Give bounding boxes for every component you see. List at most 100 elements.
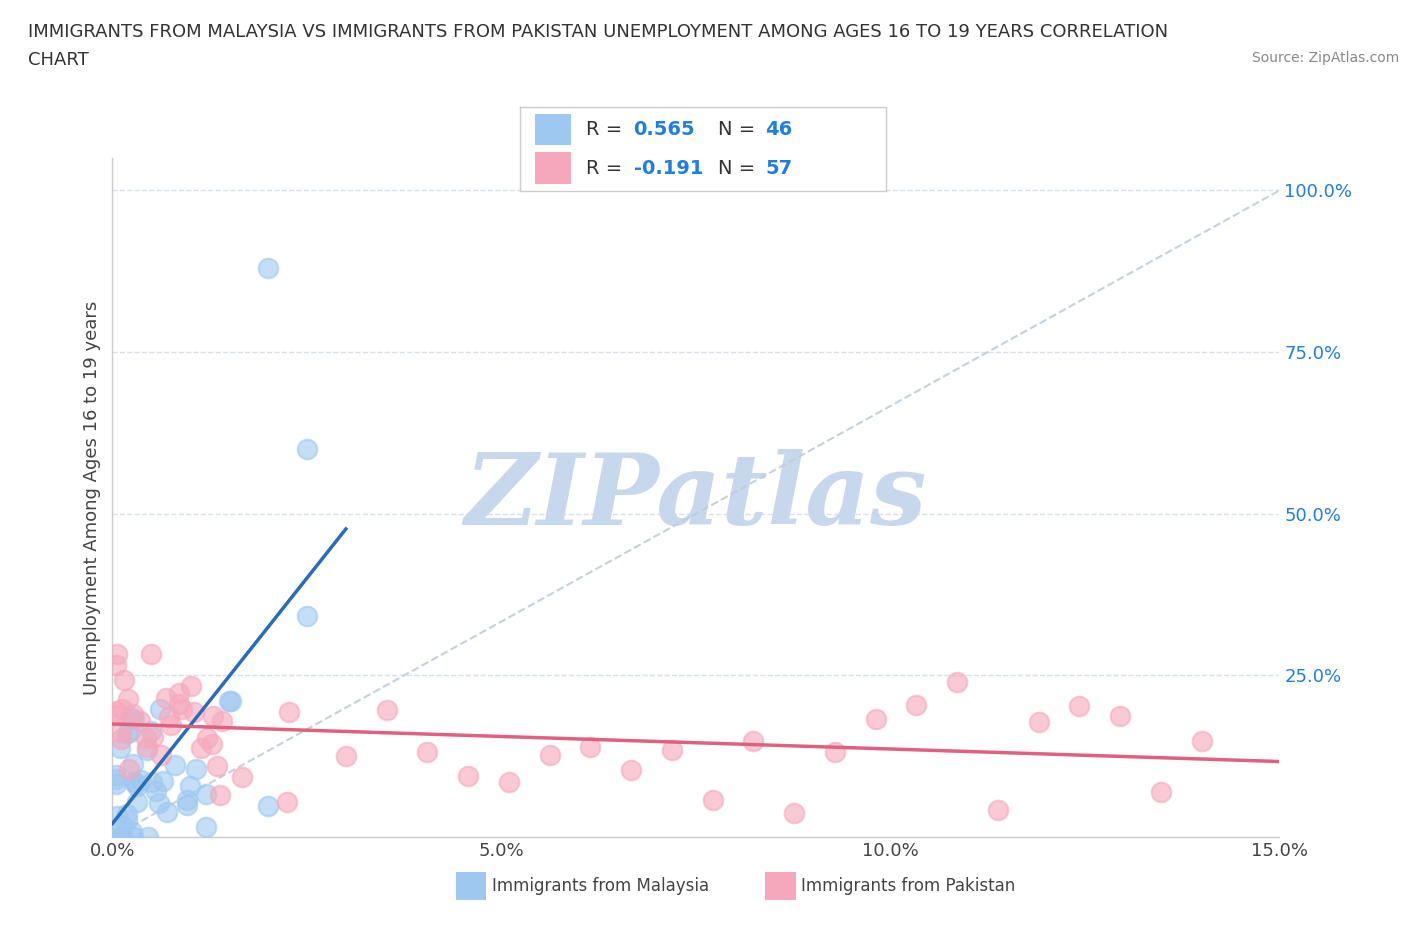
Point — [142, 730, 165, 745]
Point — [176, 798, 198, 813]
Point — [112, 830, 135, 844]
Point — [211, 713, 233, 728]
Point — [105, 707, 128, 722]
Point — [172, 701, 194, 716]
Text: CHART: CHART — [28, 51, 89, 69]
Point — [117, 807, 139, 822]
Point — [180, 678, 202, 693]
Point — [201, 709, 224, 724]
Point — [194, 819, 217, 834]
Point — [218, 694, 240, 709]
Point — [105, 646, 128, 661]
Text: R =: R = — [586, 120, 623, 140]
Point — [110, 830, 132, 844]
Text: R =: R = — [586, 158, 623, 178]
Point — [129, 713, 152, 728]
Point — [194, 787, 217, 802]
Point — [105, 777, 128, 791]
Point — [136, 830, 159, 844]
Point — [783, 805, 806, 820]
Point — [824, 745, 846, 760]
Point — [278, 705, 301, 720]
Point — [108, 740, 131, 755]
Point — [184, 762, 207, 777]
Point — [457, 768, 479, 783]
Point — [148, 796, 170, 811]
Point — [946, 675, 969, 690]
Point — [865, 711, 887, 726]
Point — [661, 743, 683, 758]
Point — [105, 771, 128, 786]
Point — [115, 725, 138, 740]
Point — [195, 730, 218, 745]
Point — [115, 813, 138, 828]
Point — [120, 711, 142, 725]
Point — [375, 703, 398, 718]
Point — [122, 775, 145, 790]
Text: 57: 57 — [765, 158, 792, 178]
Point — [159, 718, 181, 733]
Point — [742, 734, 765, 749]
Point — [498, 775, 520, 790]
Point — [416, 744, 439, 759]
Point — [149, 701, 172, 716]
Point — [121, 830, 143, 844]
Point — [105, 808, 128, 823]
Point — [129, 773, 152, 788]
Point — [1191, 734, 1213, 749]
Point — [538, 748, 561, 763]
Point — [118, 762, 141, 777]
Point — [117, 692, 139, 707]
Text: 46: 46 — [765, 120, 793, 140]
Point — [112, 672, 135, 687]
Y-axis label: Unemployment Among Ages 16 to 19 years: Unemployment Among Ages 16 to 19 years — [83, 300, 101, 695]
Point — [121, 825, 143, 840]
Point — [620, 763, 643, 777]
Point — [105, 703, 128, 718]
Point — [122, 757, 145, 772]
Point — [108, 830, 131, 844]
Point — [276, 795, 298, 810]
Point — [150, 748, 173, 763]
Point — [183, 705, 205, 720]
Point — [105, 658, 128, 672]
Point — [145, 784, 167, 799]
Point — [257, 260, 280, 275]
Point — [295, 608, 318, 623]
FancyBboxPatch shape — [534, 153, 571, 184]
Text: ZIPatlas: ZIPatlas — [465, 449, 927, 546]
Point — [1028, 714, 1050, 729]
Point — [105, 830, 128, 844]
Point — [111, 702, 134, 717]
Point — [155, 690, 177, 705]
Point — [987, 803, 1010, 817]
Point — [105, 767, 128, 782]
Text: N =: N = — [717, 158, 755, 178]
Point — [702, 792, 724, 807]
Point — [169, 685, 191, 700]
Point — [120, 724, 142, 739]
Point — [169, 697, 191, 711]
Point — [125, 778, 148, 793]
Text: Source: ZipAtlas.com: Source: ZipAtlas.com — [1251, 51, 1399, 65]
FancyBboxPatch shape — [534, 113, 571, 145]
Point — [219, 694, 242, 709]
Point — [231, 769, 253, 784]
Point — [141, 724, 163, 738]
Point — [159, 710, 181, 724]
Text: N =: N = — [717, 120, 755, 140]
Point — [257, 798, 280, 813]
Point — [136, 739, 159, 754]
Point — [1150, 784, 1173, 799]
Point — [205, 759, 228, 774]
Point — [122, 711, 145, 726]
Point — [179, 778, 201, 793]
Point — [127, 794, 149, 809]
Point — [190, 740, 212, 755]
Point — [135, 731, 157, 746]
Point — [1109, 709, 1132, 724]
Point — [163, 758, 186, 773]
Point — [135, 743, 157, 758]
Text: Immigrants from Pakistan: Immigrants from Pakistan — [801, 877, 1015, 896]
Point — [141, 646, 163, 661]
